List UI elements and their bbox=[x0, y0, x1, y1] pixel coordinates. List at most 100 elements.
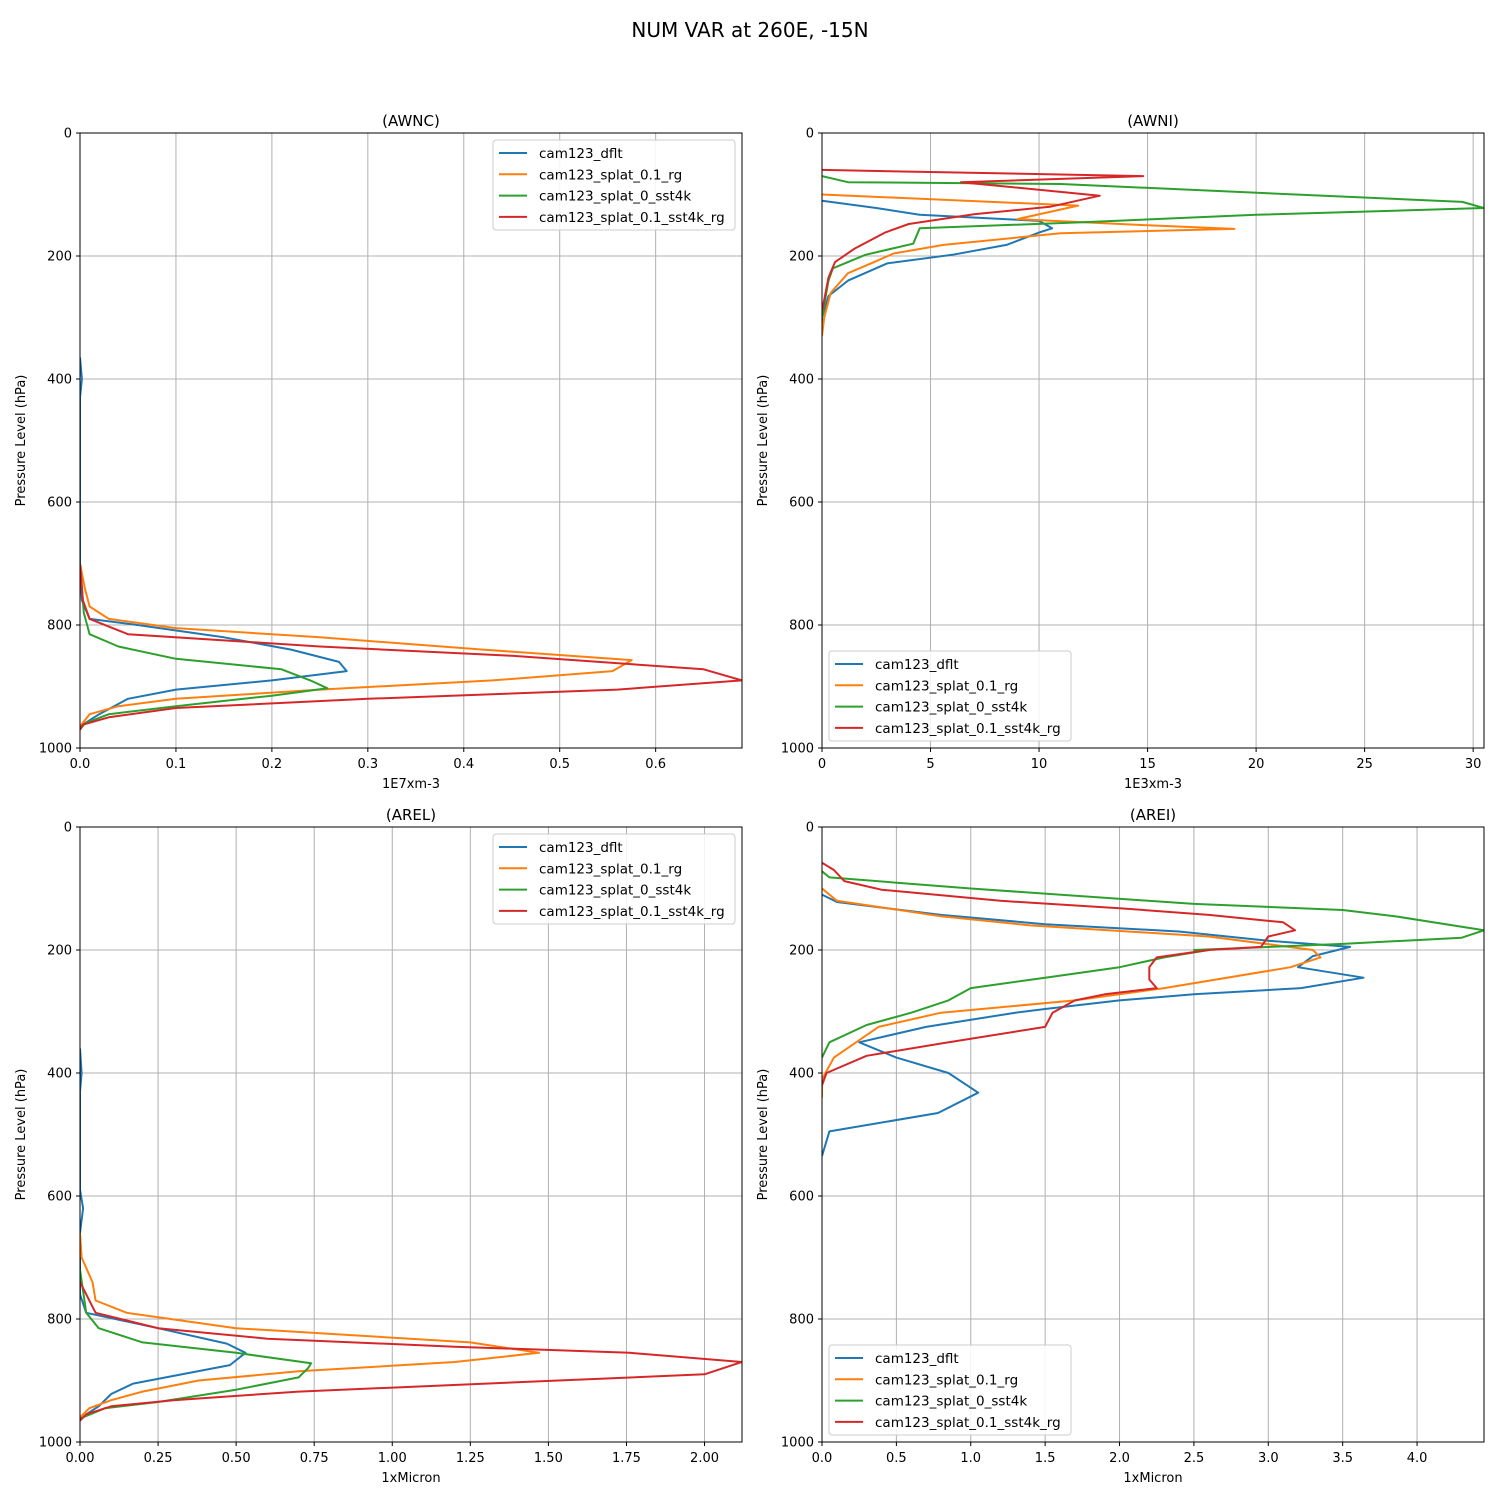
x-tick-label: 0.5 bbox=[886, 1451, 907, 1466]
y-tick-label: 0 bbox=[64, 127, 72, 142]
legend-label-cam123_splat_0_sst4k: cam123_splat_0_sst4k bbox=[875, 1394, 1027, 1410]
x-tick-label: 20 bbox=[1248, 757, 1265, 772]
x-tick-label: 3.0 bbox=[1258, 1451, 1279, 1466]
series-line-cam123_splat_0.1_rg bbox=[80, 1232, 540, 1419]
y-tick-label: 1000 bbox=[39, 1436, 72, 1451]
series-line-cam123_dflt bbox=[80, 1048, 247, 1422]
y-tick-label: 200 bbox=[789, 944, 814, 959]
x-tick-label: 1.25 bbox=[456, 1451, 485, 1466]
y-tick-label: 600 bbox=[47, 496, 72, 511]
x-tick-label: 4.0 bbox=[1407, 1451, 1428, 1466]
x-tick-label: 1.0 bbox=[960, 1451, 981, 1466]
legend-label-cam123_splat_0.1_rg: cam123_splat_0.1_rg bbox=[539, 167, 682, 183]
x-tick-label: 0.5 bbox=[549, 757, 570, 772]
plot-frame bbox=[79, 826, 743, 1443]
panel-3: 0.00 0.25 0.50 0.75 1.00 1.25 1.50 1.75 2.00 0 200… bbox=[14, 806, 743, 1486]
y-tick-label: 400 bbox=[47, 373, 72, 388]
legend: cam123_dflt cam123_splat_0.1_rg cam123_spl… bbox=[492, 139, 736, 231]
legend-label-cam123_dflt: cam123_dflt bbox=[875, 657, 959, 673]
y-tick-label: 200 bbox=[47, 250, 72, 265]
series-line-cam123_splat_0_sst4k bbox=[80, 563, 329, 731]
y-tick-label: 200 bbox=[789, 250, 814, 265]
x-tick-label: 1.5 bbox=[1035, 1451, 1056, 1466]
x-tick-label: 15 bbox=[1139, 757, 1156, 772]
series-line-cam123_splat_0.1_rg bbox=[822, 887, 1322, 1098]
plot-frame bbox=[821, 826, 1485, 1443]
series-line-cam123_dflt bbox=[80, 357, 348, 731]
y-tick-label: 800 bbox=[47, 619, 72, 634]
legend: cam123_dflt cam123_splat_0.1_rg cam123_spl… bbox=[828, 1344, 1072, 1436]
x-tick-label: 0.3 bbox=[357, 757, 378, 772]
plot-frame bbox=[79, 132, 743, 749]
legend-label-cam123_splat_0.1_sst4k_rg: cam123_splat_0.1_sst4k_rg bbox=[875, 721, 1061, 737]
x-tick-label: 0.1 bbox=[166, 757, 187, 772]
y-tick-label: 800 bbox=[789, 619, 814, 634]
y-tick-label: 1000 bbox=[781, 1436, 814, 1451]
legend-box bbox=[492, 139, 736, 231]
x-tick-label: 25 bbox=[1356, 757, 1373, 772]
x-tick-label: 5 bbox=[926, 757, 934, 772]
y-tick-label: 0 bbox=[806, 127, 814, 142]
x-tick-label: 3.5 bbox=[1332, 1451, 1353, 1466]
series-line-cam123_splat_0_sst4k bbox=[80, 1269, 313, 1420]
panel-4: 0.0 0.5 1.0 1.5 2.0 2.5 3.0 3.5 4.0 0 200 400 600 800… bbox=[756, 806, 1485, 1486]
legend-label-cam123_splat_0_sst4k: cam123_splat_0_sst4k bbox=[875, 700, 1027, 716]
x-tick-label: 1.00 bbox=[378, 1451, 407, 1466]
y-axis-label: Pressure Level (hPa) bbox=[756, 375, 771, 507]
x-tick-label: 0.00 bbox=[66, 1451, 95, 1466]
y-tick-label: 400 bbox=[789, 1067, 814, 1082]
legend-box bbox=[828, 1344, 1072, 1436]
y-tick-label: 600 bbox=[789, 496, 814, 511]
legend-label-cam123_dflt: cam123_dflt bbox=[875, 1351, 959, 1367]
series-line-cam123_splat_0.1_rg bbox=[80, 563, 633, 728]
panel-title: (AWNI) bbox=[1127, 112, 1179, 130]
panel-title: (AREI) bbox=[1130, 806, 1176, 824]
y-tick-label: 800 bbox=[789, 1313, 814, 1328]
y-tick-label: 800 bbox=[47, 1313, 72, 1328]
series-line-cam123_splat_0.1_sst4k_rg bbox=[80, 1281, 742, 1422]
x-tick-label: 0 bbox=[818, 757, 826, 772]
y-tick-label: 600 bbox=[47, 1190, 72, 1205]
y-axis-label: Pressure Level (hPa) bbox=[756, 1069, 771, 1201]
y-tick-label: 400 bbox=[47, 1067, 72, 1082]
x-tick-label: 0.0 bbox=[70, 757, 91, 772]
x-tick-label: 2.5 bbox=[1184, 1451, 1205, 1466]
series-line-cam123_splat_0.1_sst4k_rg bbox=[822, 168, 1145, 312]
legend-label-cam123_splat_0_sst4k: cam123_splat_0_sst4k bbox=[539, 883, 691, 899]
legend-label-cam123_splat_0.1_rg: cam123_splat_0.1_rg bbox=[539, 861, 682, 877]
y-tick-label: 200 bbox=[47, 944, 72, 959]
legend-label-cam123_splat_0_sst4k: cam123_splat_0_sst4k bbox=[539, 189, 691, 205]
legend-label-cam123_splat_0.1_sst4k_rg: cam123_splat_0.1_sst4k_rg bbox=[539, 210, 725, 226]
x-tick-label: 0.2 bbox=[262, 757, 283, 772]
x-tick-label: 1.50 bbox=[534, 1451, 563, 1466]
y-tick-label: 0 bbox=[806, 821, 814, 836]
series-line-cam123_splat_0_sst4k bbox=[822, 870, 1484, 1059]
series-line-cam123_splat_0.1_rg bbox=[822, 193, 1236, 337]
legend-label-cam123_dflt: cam123_dflt bbox=[539, 146, 623, 162]
panel-title: (AWNC) bbox=[382, 112, 440, 130]
y-tick-label: 600 bbox=[789, 1190, 814, 1205]
y-tick-label: 1000 bbox=[39, 742, 72, 757]
legend-label-cam123_dflt: cam123_dflt bbox=[539, 840, 623, 856]
y-tick-label: 1000 bbox=[781, 742, 814, 757]
legend-box bbox=[828, 650, 1072, 742]
x-tick-label: 0.75 bbox=[300, 1451, 329, 1466]
x-tick-label: 0.4 bbox=[453, 757, 474, 772]
x-tick-label: 1.75 bbox=[612, 1451, 641, 1466]
x-axis-label: 1xMicron bbox=[381, 1471, 440, 1486]
y-tick-label: 400 bbox=[789, 373, 814, 388]
x-tick-label: 2.00 bbox=[690, 1451, 719, 1466]
legend: cam123_dflt cam123_splat_0.1_rg cam123_spl… bbox=[828, 650, 1072, 742]
x-tick-label: 0.6 bbox=[645, 757, 666, 772]
y-axis-label: Pressure Level (hPa) bbox=[14, 1069, 29, 1201]
plot-frame bbox=[821, 132, 1485, 749]
legend-label-cam123_splat_0.1_rg: cam123_splat_0.1_rg bbox=[875, 678, 1018, 694]
x-tick-label: 2.0 bbox=[1109, 1451, 1130, 1466]
legend-label-cam123_splat_0.1_sst4k_rg: cam123_splat_0.1_sst4k_rg bbox=[875, 1415, 1061, 1431]
series-line-cam123_dflt bbox=[822, 893, 1365, 1157]
x-tick-label: 0.25 bbox=[144, 1451, 173, 1466]
y-axis-label: Pressure Level (hPa) bbox=[14, 375, 29, 507]
series-line-cam123_dflt bbox=[822, 199, 1054, 336]
x-axis-label: 1xMicron bbox=[1123, 1471, 1182, 1486]
